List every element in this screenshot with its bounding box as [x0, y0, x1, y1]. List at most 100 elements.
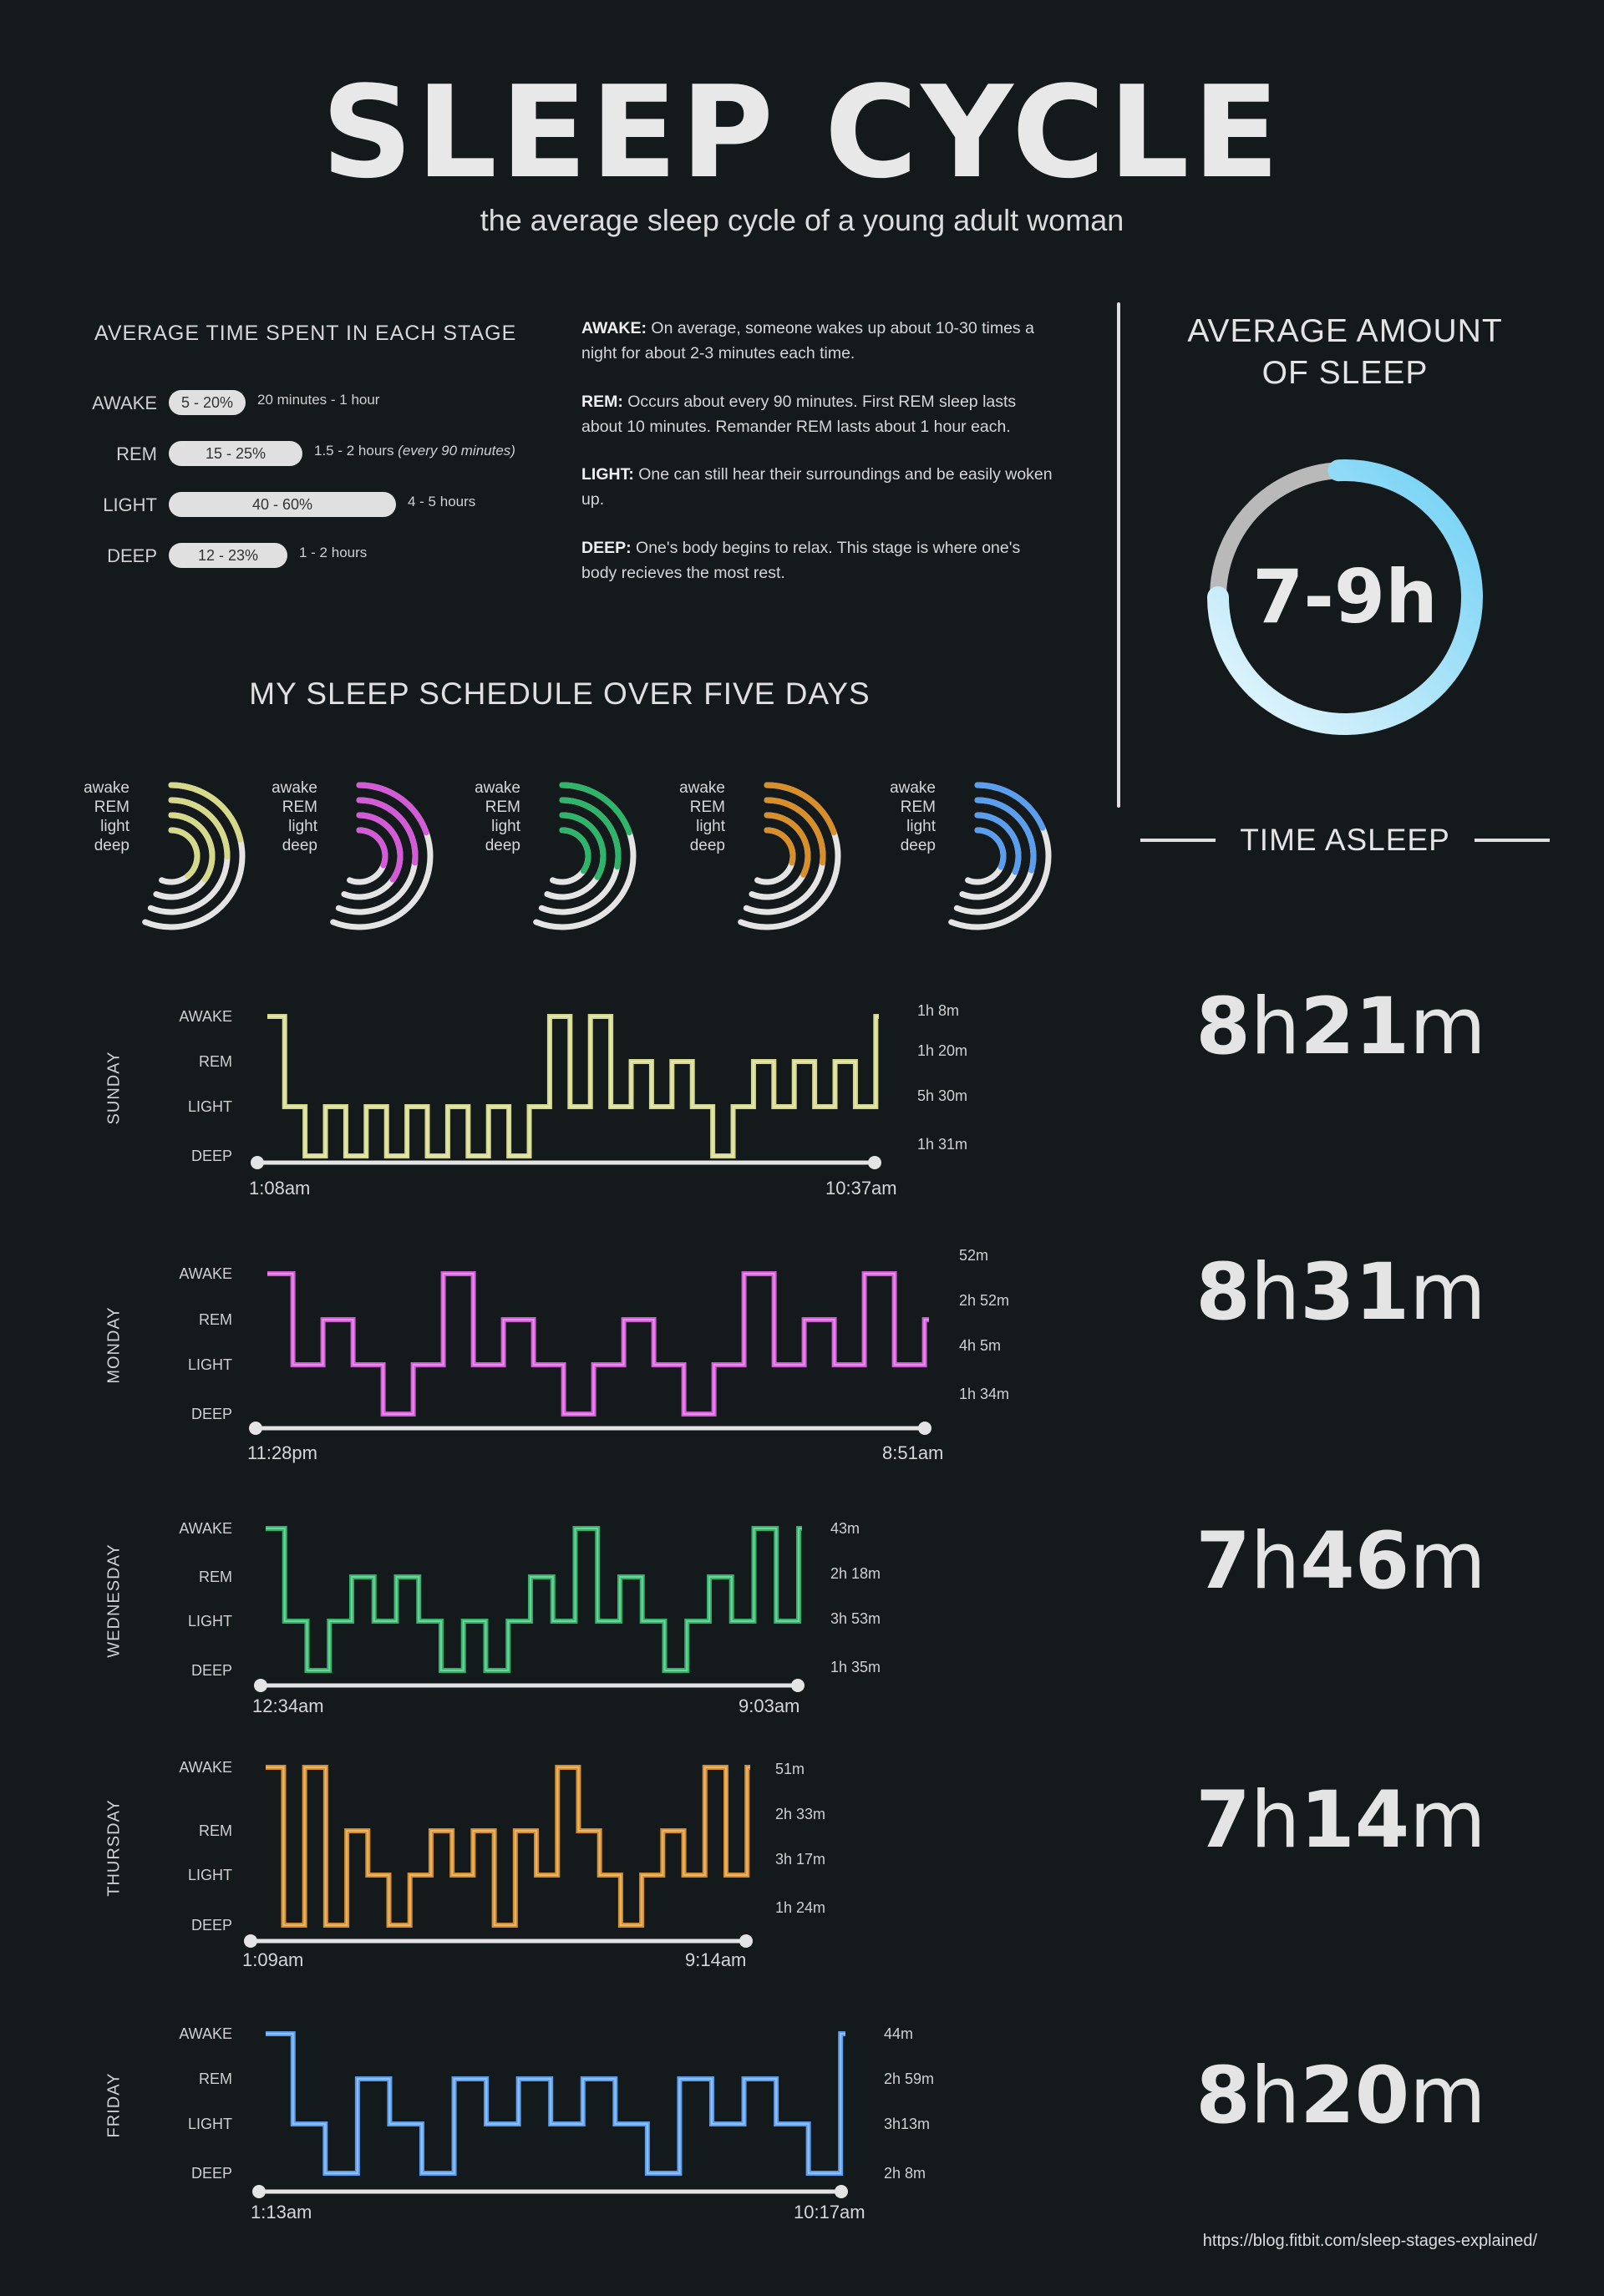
- description-term: LIGHT:: [581, 465, 634, 484]
- stage-line: [266, 1765, 750, 1928]
- stage-duration: 52m: [959, 1247, 989, 1264]
- y-level-rem: REM: [199, 1569, 232, 1585]
- arc-legend: awake REM light deep: [650, 778, 725, 855]
- total-minutes: 20: [1300, 2050, 1410, 2141]
- time-axis-end-dot: [791, 1679, 805, 1692]
- arc-legend-item: REM: [94, 798, 129, 816]
- total-hours-unit: h: [1250, 1775, 1301, 1866]
- stage-label-light: LIGHT: [103, 494, 157, 515]
- stage-line: [266, 1526, 802, 1673]
- arc-legend-item: REM: [689, 798, 725, 816]
- arc-legend-item: deep: [282, 837, 317, 854]
- stage-range-pill: 12 - 23%: [169, 543, 287, 568]
- stage-label-deep: DEEP: [107, 545, 157, 566]
- arc-value-deep: [764, 827, 796, 866]
- total-minutes-unit: m: [1409, 981, 1486, 1072]
- total-time-asleep: 7h46m: [1132, 1516, 1550, 1607]
- stage-duration: 2h 33m: [775, 1806, 826, 1822]
- stage-duration: 1h 31m: [917, 1136, 968, 1153]
- arc-value-awake: [356, 782, 429, 836]
- arc-legend: awake REM light deep: [242, 778, 317, 855]
- y-level-light: LIGHT: [187, 1098, 232, 1115]
- sleep-stage-chart: [249, 1271, 931, 1435]
- arc-value-light: [168, 812, 216, 883]
- time-axis-end-dot: [739, 1934, 753, 1948]
- stage-duration: 1h 20m: [917, 1042, 968, 1059]
- y-level-rem: REM: [199, 1311, 232, 1328]
- y-level-deep: DEEP: [190, 1406, 232, 1422]
- stage-arc-chart: [142, 782, 246, 930]
- avg-amount-heading-line1: AVERAGE AMOUNT: [1187, 313, 1503, 349]
- time-asleep-label: TIME ASLEEP: [1240, 823, 1450, 857]
- arc-value-rem: [764, 797, 826, 866]
- divider-line: [1117, 302, 1120, 808]
- arc-value-rem: [168, 797, 231, 860]
- source-link[interactable]: https://blog.fitbit.com/sleep-stages-exp…: [1202, 2232, 1537, 2250]
- stage-arc-chart: [948, 782, 1052, 930]
- arc-value-light: [559, 812, 607, 880]
- y-level-rem: REM: [199, 1822, 232, 1839]
- stage-range-pill: 15 - 25%: [169, 441, 302, 466]
- stage-line-highlight: [266, 1766, 750, 1926]
- total-hours-unit: h: [1250, 981, 1301, 1072]
- y-level-awake: AWAKE: [179, 1759, 232, 1776]
- stage-line-highlight: [267, 1016, 879, 1157]
- y-level-deep: DEEP: [190, 1917, 232, 1934]
- description-1: REM: Occurs about every 90 minutes. Firs…: [581, 389, 1058, 439]
- description-term: DEEP:: [581, 539, 632, 557]
- ta-line-right: [1475, 839, 1550, 842]
- time-axis-start-dot: [251, 1156, 264, 1169]
- start-time: 1:08am: [249, 1178, 311, 1199]
- description-text: Occurs about every 90 minutes. First REM…: [581, 393, 1017, 436]
- arc-value-rem: [559, 797, 622, 870]
- arc-legend-item: light: [288, 818, 317, 835]
- arc-value-awake: [974, 782, 1046, 831]
- arc-legend-item: light: [491, 818, 520, 835]
- total-hours: 8: [1195, 981, 1251, 1072]
- arc-legend-item: deep: [900, 837, 936, 854]
- total-hours: 7: [1195, 1516, 1251, 1607]
- stage-duration-note: 1 - 2 hours: [299, 545, 367, 561]
- stage-duration: 1h 24m: [775, 1899, 826, 1916]
- total-minutes-unit: m: [1409, 1516, 1486, 1607]
- total-minutes-unit: m: [1409, 1775, 1486, 1866]
- arc-value-light: [974, 812, 1022, 875]
- start-time: 1:13am: [251, 2202, 312, 2223]
- description-3: DEEP: One's body begins to relax. This s…: [581, 535, 1058, 585]
- end-time: 10:17am: [794, 2202, 865, 2223]
- total-time-asleep: 7h14m: [1132, 1775, 1550, 1866]
- end-time: 9:14am: [685, 1949, 747, 1970]
- total-time-asleep: 8h21m: [1132, 981, 1550, 1072]
- time-axis-start-dot: [252, 2185, 266, 2198]
- sleep-stage-chart: [251, 1014, 881, 1169]
- total-time-asleep: 8h31m: [1132, 1247, 1550, 1338]
- description-term: AWAKE:: [581, 319, 647, 337]
- stage-line: [266, 2031, 845, 2176]
- y-level-deep: DEEP: [190, 2165, 232, 2182]
- total-minutes-unit: m: [1409, 2050, 1486, 2141]
- total-minutes: 46: [1300, 1516, 1410, 1607]
- stage-duration: 2h 8m: [884, 2165, 926, 2182]
- subtitle: the average sleep cycle of a young adult…: [480, 203, 1124, 237]
- description-text: On average, someone wakes up about 10-30…: [581, 319, 1034, 362]
- time-axis-start-dot: [254, 1679, 267, 1692]
- total-minutes: 14: [1300, 1775, 1410, 1866]
- stage-duration: 3h 53m: [830, 1610, 881, 1627]
- y-level-light: LIGHT: [187, 2116, 232, 2132]
- y-level-deep: DEEP: [190, 1148, 232, 1164]
- arc-legend-item: light: [906, 818, 936, 835]
- stage-duration: 3h13m: [884, 2116, 931, 2132]
- ring-progress: [1207, 459, 1483, 735]
- start-time: 11:28pm: [247, 1442, 317, 1463]
- total-hours-unit: h: [1250, 1247, 1301, 1338]
- y-level-rem: REM: [199, 1053, 232, 1070]
- avg-amount-heading: AVERAGE AMOUNT OF SLEEP: [1153, 311, 1537, 394]
- arc-value-deep: [356, 827, 388, 869]
- arc-legend-item: awake: [890, 779, 936, 797]
- arc-legend: awake REM light deep: [445, 778, 520, 855]
- sleep-stage-chart: [254, 1526, 805, 1692]
- arc-value-rem: [356, 797, 419, 866]
- stage-range-pill: 40 - 60%: [169, 492, 396, 517]
- arc-value-rem: [974, 797, 1037, 874]
- stage-duration: 43m: [830, 1520, 860, 1537]
